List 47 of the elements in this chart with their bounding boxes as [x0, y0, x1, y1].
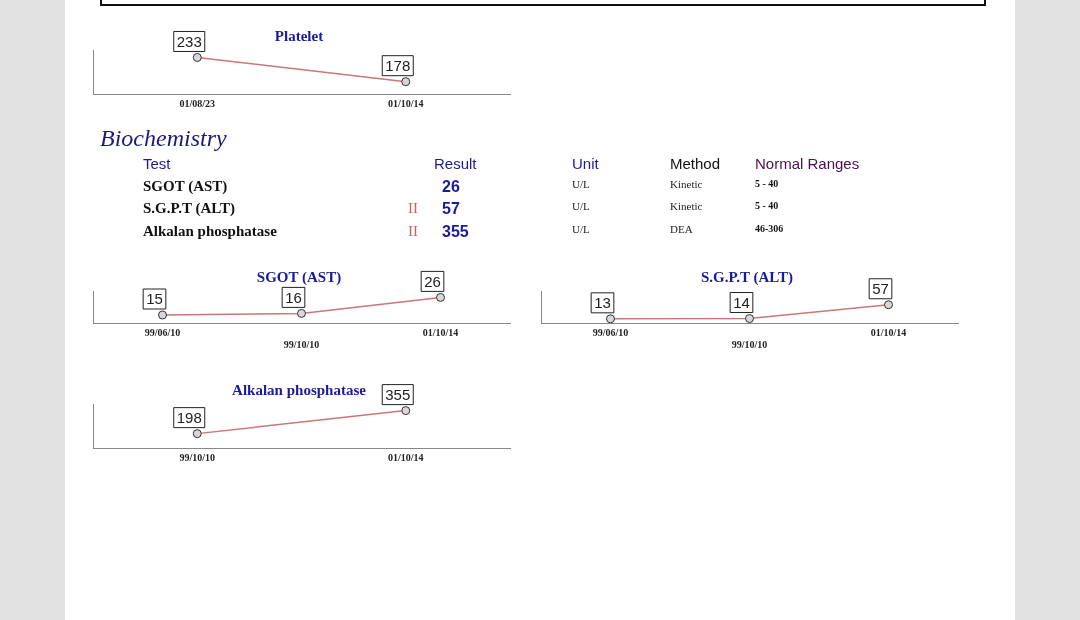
text: U/L	[572, 200, 590, 212]
data-label: 15	[146, 290, 163, 308]
category-label: Normal Ranges	[755, 155, 860, 174]
category-label: Method	[670, 155, 721, 174]
text: Alkalan phosphatase	[143, 222, 277, 239]
chart-title: S.G.P.T (ALT)	[701, 268, 793, 286]
category-label: Result	[434, 155, 477, 174]
data-label: 57	[872, 279, 889, 297]
text: 46-306	[755, 222, 784, 234]
x-tick-label: 01/10/14	[870, 326, 907, 338]
chart-title: Platelet	[274, 27, 324, 44]
data-label: 26	[424, 272, 441, 290]
x-tick-label: 99/10/10	[283, 338, 320, 350]
chart-title: Alkalan phosphatase	[232, 381, 367, 398]
x-tick-label: 01/10/14	[387, 97, 424, 109]
x-tick-label: 01/10/14	[422, 326, 459, 338]
text: 57	[442, 200, 460, 217]
data-label: 355	[385, 385, 411, 403]
text: U/L	[572, 222, 590, 235]
text: Biochemistry	[100, 125, 227, 152]
text: 5 - 40	[755, 200, 779, 211]
text: U/L	[572, 177, 590, 190]
text: DEA	[670, 222, 693, 235]
text: SGOT (AST)	[143, 177, 228, 194]
text: II	[408, 222, 418, 239]
x-tick-label: 01/10/14	[387, 451, 424, 463]
category-label: Test	[143, 155, 171, 174]
category-label: Unit	[572, 155, 599, 174]
data-label: 13	[594, 293, 611, 311]
text: S.G.P.T (ALT)	[143, 200, 235, 216]
text: Kinetic	[670, 200, 703, 212]
data-label: 233	[176, 32, 202, 50]
data-label: 178	[385, 56, 411, 74]
data-label: 14	[733, 293, 750, 311]
chart-title: SGOT (AST)	[256, 268, 342, 286]
x-tick-label: 99/10/10	[179, 451, 216, 463]
x-tick-label: 99/06/10	[144, 326, 181, 338]
text: II	[408, 200, 418, 216]
text: 355	[442, 222, 469, 240]
x-tick-label: 01/08/23	[179, 97, 216, 109]
text: Kinetic	[670, 177, 703, 190]
data-label: 198	[176, 408, 202, 426]
x-tick-label: 99/10/10	[731, 338, 768, 350]
x-tick-label: 99/06/10	[592, 326, 629, 338]
text: 26	[442, 177, 460, 195]
text: 5 - 40	[755, 177, 779, 189]
data-label: 16	[285, 288, 302, 306]
